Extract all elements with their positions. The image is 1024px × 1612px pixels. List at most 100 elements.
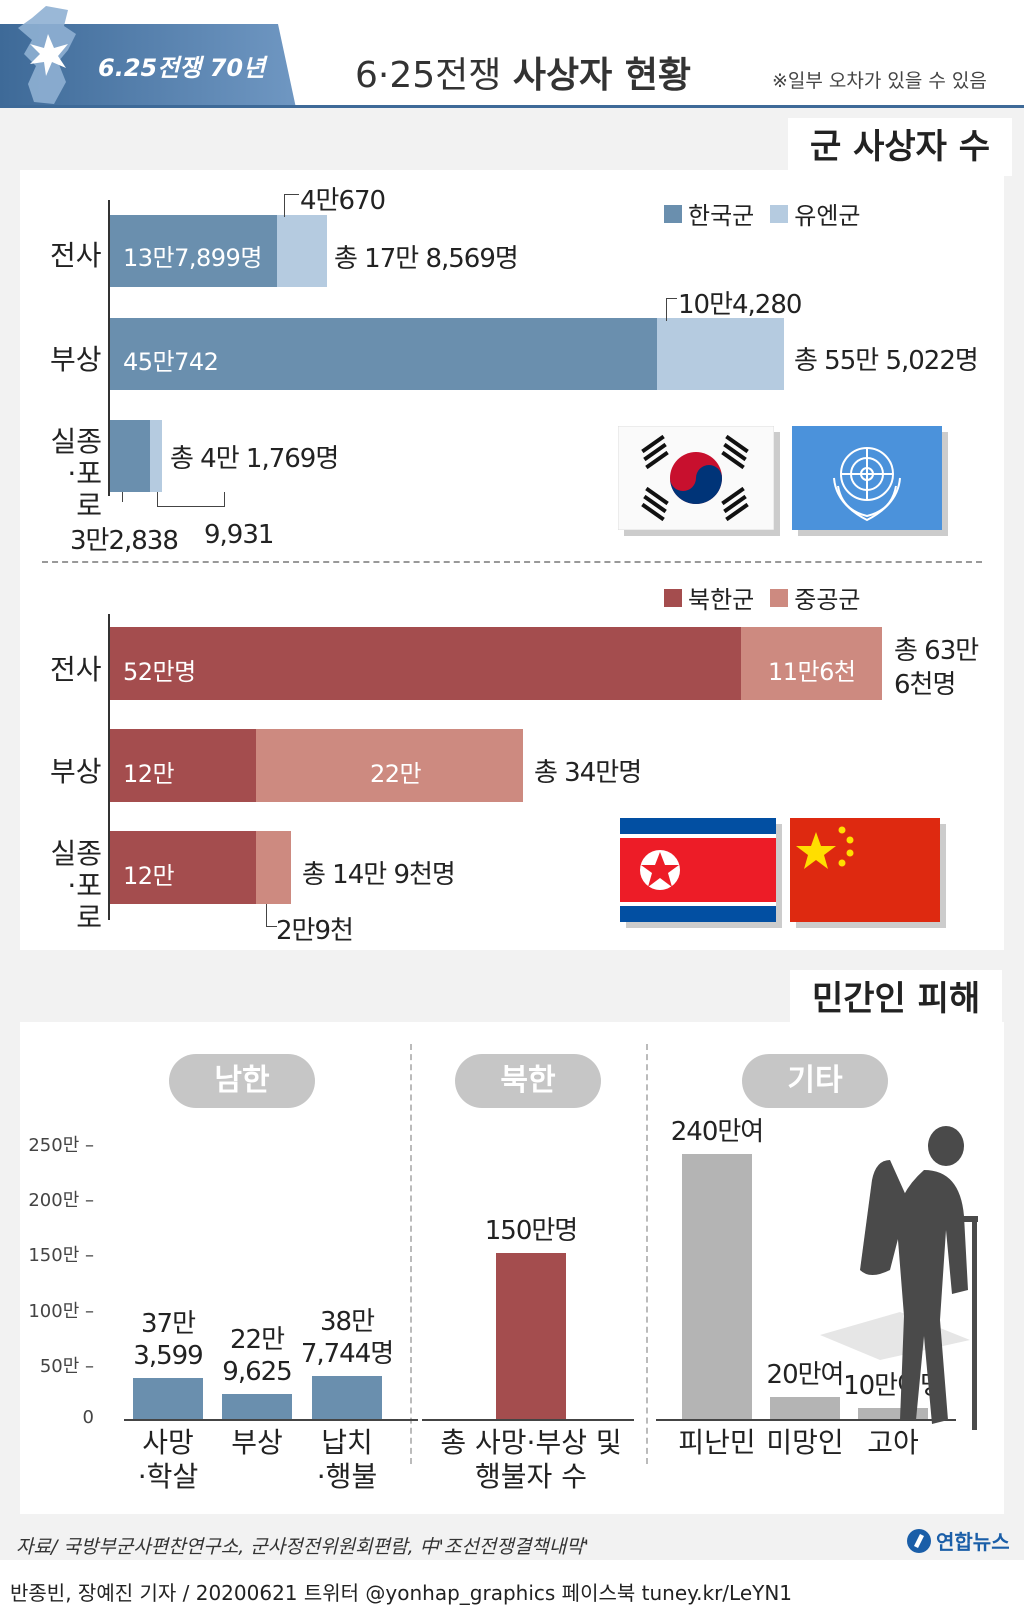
label-un-missing: 9,931: [204, 520, 274, 550]
civilian-bar-value-label: 37만 3,599: [133, 1308, 203, 1371]
civilian-bar: [312, 1376, 382, 1419]
bar-label-rok-kia: 13만7,899명: [123, 244, 262, 272]
yonhap-logo-icon: [907, 1528, 931, 1553]
allied-legend: 한국군 유엔군: [664, 196, 861, 231]
credit-bar: [0, 1560, 1024, 1612]
yonhap-logo: 연합뉴스: [906, 1526, 1010, 1555]
y-tick-label: 150만 –: [28, 1245, 94, 1267]
total-kia-allied: 총 17만 8,569명: [334, 244, 519, 274]
y-tick-label: 50만 –: [39, 1355, 94, 1377]
civilian-bar: [858, 1407, 928, 1419]
group-pill-south: 남한: [169, 1054, 315, 1108]
y-tick-label: 200만 –: [28, 1190, 94, 1212]
total-missing-allied: 총 4만 1,769명: [170, 444, 339, 474]
civilian-bar: [682, 1154, 752, 1419]
civilian-bar: [222, 1393, 292, 1419]
bracket-un-kia: [284, 194, 299, 217]
legend-cn: 중공군: [794, 586, 861, 614]
bar-cn-wounded: [255, 729, 523, 802]
bar-cn-kia: [741, 627, 883, 700]
civilian-section-title: 민간인 피해: [790, 970, 1003, 1028]
bar-label-rok-wounded: 45만742: [123, 348, 219, 376]
bracket-cn-missing: [266, 904, 277, 927]
north-korea-flag-icon: [620, 818, 776, 922]
source-note: 자료/ 국방부군사편찬연구소, 군사정전위원회편람, 中'조선전쟁결책내막': [16, 1536, 589, 1558]
y-tick-label: 100만 –: [28, 1300, 94, 1322]
bar-nk-kia: [110, 627, 742, 700]
legend-swatch-un: [770, 204, 789, 223]
header-note: ※일부 오차가 있을 수 있음: [772, 70, 987, 92]
bar-un-kia: [277, 215, 327, 287]
total-wounded-allied: 총 55만 5,022명: [794, 346, 979, 376]
header-badge: 6.25전쟁 70년: [98, 54, 266, 82]
bar-nk-wounded: [110, 729, 256, 802]
civilian-category-label: 피난민: [678, 1426, 756, 1459]
section-divider: [42, 561, 982, 563]
civilian-bar-value-label: 38만 7,744명: [300, 1307, 394, 1370]
bar-un-missing: [149, 420, 162, 492]
bar-nk-missing: [110, 831, 256, 904]
label-un-kia: 4만670: [300, 186, 386, 216]
allied-row-label: 부상: [50, 343, 102, 376]
total-kia-enemy: 총 63만 6천명: [894, 636, 979, 700]
group-pill-other: 기타: [742, 1054, 888, 1108]
civilian-category-label: 사망 ·학살: [137, 1426, 199, 1493]
bar-label-nk-missing: 12만: [123, 862, 175, 890]
civilian-category-label: 납치 ·행불: [316, 1426, 378, 1493]
allied-axis: [108, 200, 110, 496]
bar-cn-missing: [255, 831, 291, 904]
credit-line: 반종빈, 장예진 기자 / 20200621 트위터 @yonhap_graph…: [10, 1581, 793, 1605]
bracket-un-wounded: [666, 298, 677, 321]
y-tick-label: 250만 –: [28, 1135, 94, 1156]
legend-swatch-rok: [664, 204, 682, 223]
label-un-wounded: 10만4,280: [678, 290, 802, 320]
bar-rok-kia: [110, 215, 278, 287]
bar-label-cn-kia: 11만6천: [768, 658, 856, 686]
enemy-legend: 북한군 중공군: [664, 580, 861, 615]
china-flag-icon: [790, 818, 940, 922]
civilian-category-label: 고아: [867, 1426, 919, 1459]
page-title: 6·25전쟁 사상자 현황: [355, 46, 691, 98]
bar-rok-wounded: [110, 318, 658, 390]
civilian-bar: [770, 1396, 840, 1419]
baseline-other: [656, 1419, 956, 1421]
tick-rok-missing: [122, 492, 123, 502]
civilian-bar-value-label: 240만여: [670, 1117, 764, 1148]
group-pill-north: 북한: [455, 1054, 601, 1108]
bar-label-nk-wounded: 12만: [123, 760, 175, 788]
enemy-axis: [108, 614, 110, 920]
bar-rok-missing: [110, 420, 150, 492]
enemy-row-label: 실종 ·포로: [50, 837, 102, 934]
legend-nk: 북한군: [688, 586, 755, 614]
civilian-bar-value-label: 150만명: [484, 1216, 578, 1247]
civilian-category-label: 부상: [231, 1426, 283, 1459]
bracket-un-missing: [157, 492, 225, 507]
header-divider: [0, 105, 1024, 108]
bar-un-wounded: [657, 318, 784, 390]
logo-text: 연합뉴스: [936, 1530, 1010, 1554]
legend-swatch-nk: [664, 588, 682, 607]
civilian-bar-value-label: 10만여명: [843, 1370, 944, 1401]
label-rok-missing: 3만2,838: [70, 526, 179, 556]
un-flag-icon: [792, 426, 942, 530]
civilian-bar: [133, 1377, 203, 1419]
allied-row-label: 실종 ·포로: [50, 425, 102, 522]
title-bold: 사상자 현황: [512, 55, 691, 96]
allied-row-label: 전사: [50, 239, 102, 272]
baseline-north: [422, 1419, 634, 1421]
civilian-category-label: 총 사망·부상 및 행불자 수: [440, 1426, 622, 1493]
civilian-bar-value-label: 20만여: [766, 1359, 845, 1390]
south-korea-flag-icon: [618, 426, 774, 530]
y-tick-label: 0: [82, 1407, 94, 1428]
total-wounded-enemy: 총 34만명: [534, 758, 642, 788]
civilian-category-label: 미망인: [766, 1426, 844, 1459]
legend-swatch-cn: [770, 588, 789, 607]
enemy-row-label: 전사: [50, 653, 102, 686]
bar-label-cn-wounded: 22만: [370, 760, 422, 788]
title-light: 6·25전쟁: [355, 55, 513, 96]
civilian-bar: [496, 1253, 566, 1419]
korea-map-icon: [18, 6, 76, 104]
refugee-silhouette-icon: [820, 1126, 978, 1430]
group-divider: [410, 1044, 412, 1464]
baseline-south: [124, 1419, 418, 1421]
